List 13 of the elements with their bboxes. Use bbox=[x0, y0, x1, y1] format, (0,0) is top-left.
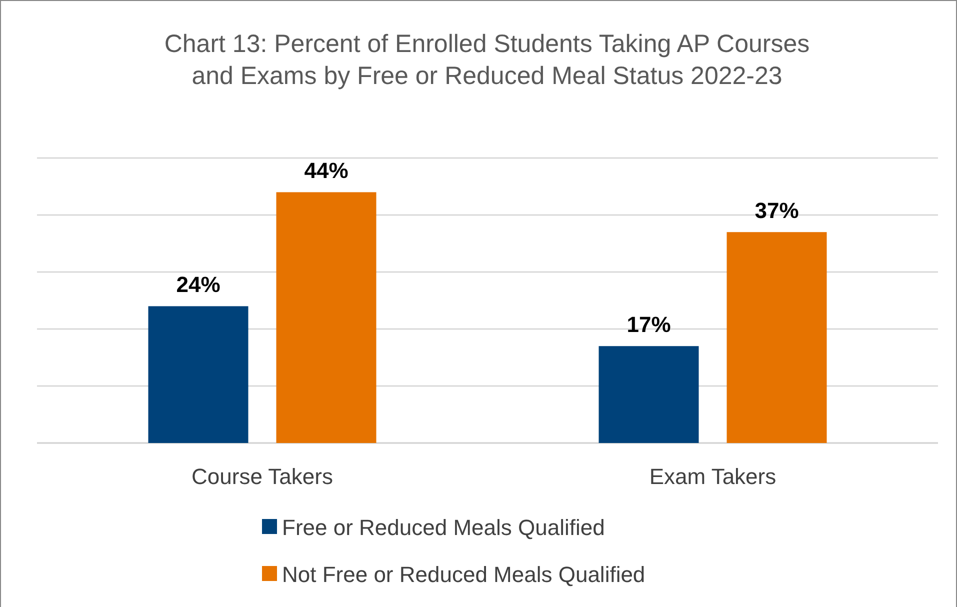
x-tick-label: Course Takers bbox=[192, 464, 333, 489]
bar bbox=[726, 232, 827, 443]
legend-label: Free or Reduced Meals Qualified bbox=[282, 515, 605, 540]
data-label: 24% bbox=[176, 272, 220, 298]
bar bbox=[148, 306, 248, 443]
bar bbox=[598, 346, 699, 443]
bar bbox=[276, 192, 376, 443]
data-label: 44% bbox=[304, 158, 348, 184]
data-label: 17% bbox=[626, 312, 671, 338]
x-tick-label: Exam Takers bbox=[649, 464, 776, 489]
legend-label: Not Free or Reduced Meals Qualified bbox=[282, 562, 646, 587]
data-label: 37% bbox=[754, 198, 799, 224]
chart-title: Chart 13: Percent of Enrolled Students Taking AP Courses and Exams by Free or Reduced Meal Status 2022-23 bbox=[164, 30, 810, 90]
